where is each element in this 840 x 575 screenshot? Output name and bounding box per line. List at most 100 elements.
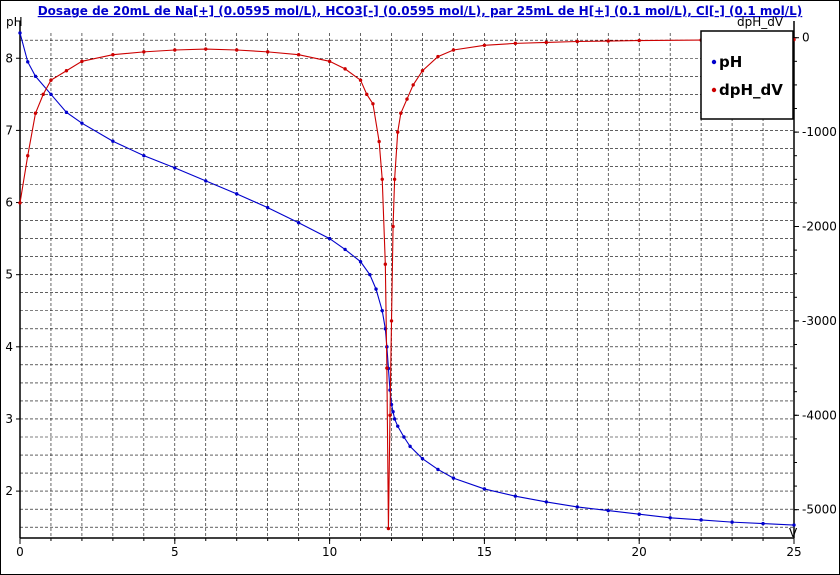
data-point-pH — [18, 31, 22, 35]
data-point-pH — [451, 476, 456, 480]
data-point-dpH_dV — [637, 38, 641, 43]
x-axis-title: V — [789, 526, 798, 540]
data-point-dpH_dV — [343, 67, 347, 71]
data-point-dpH_dV — [606, 39, 610, 43]
data-point-pH — [575, 505, 579, 509]
legend: pH dpH_dV — [700, 30, 794, 120]
data-point-dpH_dV — [388, 413, 392, 417]
data-point-pH — [111, 139, 115, 143]
data-point-dpH_dV — [327, 59, 332, 64]
data-point-dpH_dV — [436, 54, 440, 59]
data-point-pH — [296, 221, 301, 225]
data-point-dpH_dV — [64, 69, 69, 73]
series-pH — [18, 31, 796, 527]
data-point-pH — [391, 410, 395, 414]
data-point-dpH_dV — [544, 40, 549, 45]
data-point-dpH_dV — [411, 83, 415, 87]
data-point-dpH_dV — [358, 78, 363, 82]
y-right-tick-label: -5000 — [802, 503, 837, 517]
data-point-pH — [408, 444, 412, 449]
y-right-tick-label: -4000 — [802, 408, 837, 422]
data-point-pH — [173, 166, 177, 170]
y-right-tick-label: -1000 — [802, 125, 837, 139]
legend-marker — [711, 87, 717, 93]
y-left-tick-label: 4 — [5, 340, 13, 354]
data-point-pH — [792, 523, 796, 527]
data-point-pH — [142, 153, 146, 158]
data-point-pH — [343, 247, 347, 252]
data-point-dpH_dV — [41, 92, 45, 97]
data-point-dpH_dV — [111, 53, 115, 57]
data-point-pH — [392, 417, 397, 421]
x-tick-label: 5 — [171, 545, 179, 559]
series-dpH_dV — [18, 37, 796, 531]
data-point-dpH_dV — [392, 177, 397, 182]
data-point-dpH_dV — [296, 53, 301, 57]
data-point-dpH_dV — [405, 97, 409, 101]
data-point-pH — [49, 92, 53, 97]
data-point-pH — [668, 516, 672, 520]
chart-title: Dosage de 20mL de Na[+] (0.0595 mol/L), … — [38, 4, 803, 18]
data-point-dpH_dV — [49, 78, 53, 82]
data-point-pH — [80, 121, 84, 125]
legend-label: dpH_dV — [719, 81, 783, 99]
y-right-tick-label: -3000 — [802, 314, 837, 328]
legend-box — [700, 30, 794, 120]
data-point-dpH_dV — [513, 41, 518, 46]
data-point-pH — [26, 60, 30, 64]
axes: 0 5 10 15 20 25 2 3 4 5 6 7 8 0 -1000 -2000 -3000 -4000 -5… — [5, 21, 837, 559]
data-point-dpH_dV — [26, 154, 30, 158]
data-point-pH — [482, 487, 487, 491]
data-point-dpH_dV — [80, 59, 84, 64]
data-point-pH — [730, 520, 734, 524]
data-point-pH — [368, 272, 372, 277]
data-point-pH — [544, 500, 549, 504]
data-point-pH — [33, 74, 38, 78]
data-point-dpH_dV — [142, 50, 146, 54]
data-point-pH — [606, 508, 610, 513]
data-point-dpH_dV — [386, 526, 391, 531]
data-point-pH — [374, 287, 378, 291]
data-point-dpH_dV — [365, 92, 369, 97]
y-left-axis-title: pH — [6, 15, 23, 29]
data-point-pH — [380, 309, 384, 313]
y-left-tick-label: 6 — [5, 196, 13, 210]
data-point-dpH_dV — [389, 319, 394, 323]
y-right-axis-title: dpH_dV — [737, 15, 784, 29]
data-point-pH — [204, 179, 208, 183]
y-left-tick-label: 7 — [5, 123, 13, 137]
y-right-tick-label: 0 — [802, 31, 810, 45]
y-left-tick-label: 2 — [5, 484, 13, 498]
data-point-dpH_dV — [265, 50, 270, 54]
data-point-pH — [327, 236, 332, 241]
data-point-pH — [402, 435, 406, 439]
x-tick-label: 0 — [16, 545, 24, 559]
data-point-dpH_dV — [575, 39, 579, 44]
data-point-pH — [699, 518, 703, 522]
data-point-pH — [358, 259, 363, 264]
legend-label: pH — [719, 53, 742, 71]
y-right-tick-label: -2000 — [802, 220, 837, 234]
data-point-dpH_dV — [396, 130, 400, 134]
data-point-pH — [265, 205, 270, 210]
data-point-dpH_dV — [391, 224, 395, 229]
data-point-dpH_dV — [420, 69, 425, 73]
y-left-tick-label: 3 — [5, 412, 13, 426]
data-point-dpH_dV — [371, 102, 375, 106]
data-point-dpH_dV — [385, 366, 389, 370]
x-tick-label: 10 — [322, 545, 337, 559]
data-point-pH — [637, 512, 641, 516]
data-point-pH — [761, 521, 765, 526]
legend-marker — [711, 59, 717, 65]
data-point-pH — [513, 494, 518, 498]
data-point-dpH_dV — [377, 139, 381, 144]
series-line-pH — [19, 32, 795, 526]
data-point-dpH_dV — [173, 48, 177, 52]
series-layer — [18, 31, 796, 531]
data-point-dpH_dV — [204, 47, 208, 51]
x-tick-label: 25 — [786, 545, 801, 559]
y-left-tick-label: 8 — [5, 51, 13, 65]
data-point-dpH_dV — [399, 111, 403, 115]
data-point-pH — [436, 467, 440, 472]
